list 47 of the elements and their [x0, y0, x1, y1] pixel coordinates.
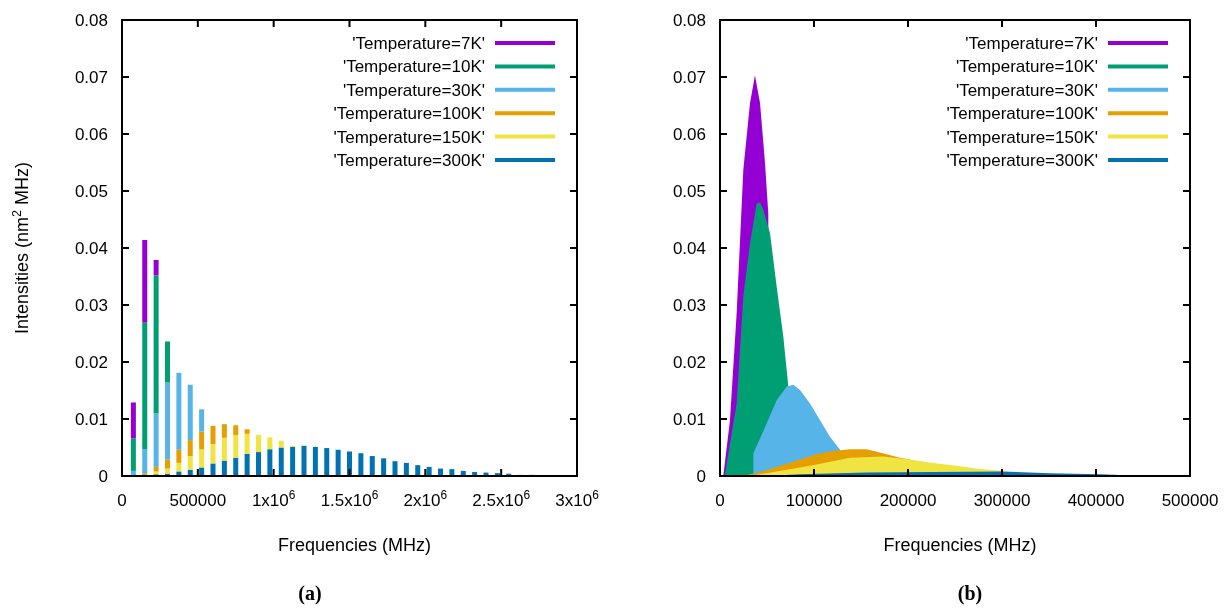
x-tick-label: 2.5x10$^{6}$ — [472, 488, 531, 510]
x-tick-label: 100000 — [785, 491, 843, 510]
y-tick-label: 0.08 — [672, 11, 706, 30]
x-tick-label: 3x10$^{6}$ — [555, 488, 600, 510]
x-tick-label: 500000 — [1161, 491, 1219, 510]
y-tick-label: 0.07 — [672, 68, 706, 87]
x-tick-label: 2x10$^{6}$ — [403, 488, 448, 510]
y-tick-label: 0 — [696, 467, 706, 486]
x-tick-label: 400000 — [1067, 491, 1125, 510]
legend-label: 'Temperature=10K' — [342, 57, 485, 77]
y-tick-label: 0.03 — [74, 296, 108, 315]
y-tick-label: 0.03 — [672, 296, 706, 315]
x-tick-label: 300000 — [973, 491, 1031, 510]
y-tick-label: 0.01 — [74, 410, 108, 429]
legend-label: 'Temperature=30K' — [955, 80, 1098, 100]
x-axis-title: Frequencies (MHz) — [277, 535, 432, 555]
x-tick-label: 1x10$^{6}$ — [251, 488, 296, 510]
x-tick-label: 1.5x10$^{6}$ — [320, 488, 379, 510]
x-tick-label: 200000 — [879, 491, 937, 510]
legend-label: 'Temperature=30K' — [342, 80, 485, 100]
y-tick-label: 0.06 — [74, 125, 108, 144]
legend-label: 'Temperature=300K' — [946, 151, 1098, 170]
y-tick-label: 0.02 — [672, 353, 706, 372]
y-tick-label: 0.02 — [74, 353, 108, 372]
y-tick-label: 0.04 — [74, 239, 108, 258]
legend-label: 'Temperature=150K' — [333, 127, 485, 147]
legend-label: 'Temperature=150K' — [946, 127, 1098, 147]
x-tick-label: 0 — [715, 491, 725, 510]
y-tick-label: 0.05 — [74, 182, 108, 201]
legend-label: 'Temperature=300K' — [333, 151, 485, 170]
y-tick-label: 0.04 — [672, 239, 706, 258]
text: (a) — [298, 582, 322, 605]
legend-label: 'Temperature=10K' — [955, 57, 1098, 77]
x-axis-title: Frequencies (MHz) — [883, 535, 1037, 555]
legend-label: 'Temperature=7K' — [352, 34, 485, 53]
y-tick-label: 0.01 — [672, 410, 706, 429]
y-tick-label: 0.08 — [74, 11, 108, 30]
x-tick-label: 500000 — [169, 491, 227, 510]
legend-label: 'Temperature=100K' — [333, 104, 485, 124]
y-tick-label: 0.06 — [672, 125, 706, 144]
y-tick-label: 0.07 — [74, 68, 108, 87]
y-tick-label: 0.05 — [672, 182, 706, 201]
legend-label: 'Temperature=7K' — [965, 34, 1098, 53]
legend-label: 'Temperature=100K' — [946, 104, 1098, 124]
x-tick-label: 0 — [117, 491, 127, 510]
y-tick-label: 0 — [98, 467, 108, 486]
text: (b) — [957, 582, 983, 605]
